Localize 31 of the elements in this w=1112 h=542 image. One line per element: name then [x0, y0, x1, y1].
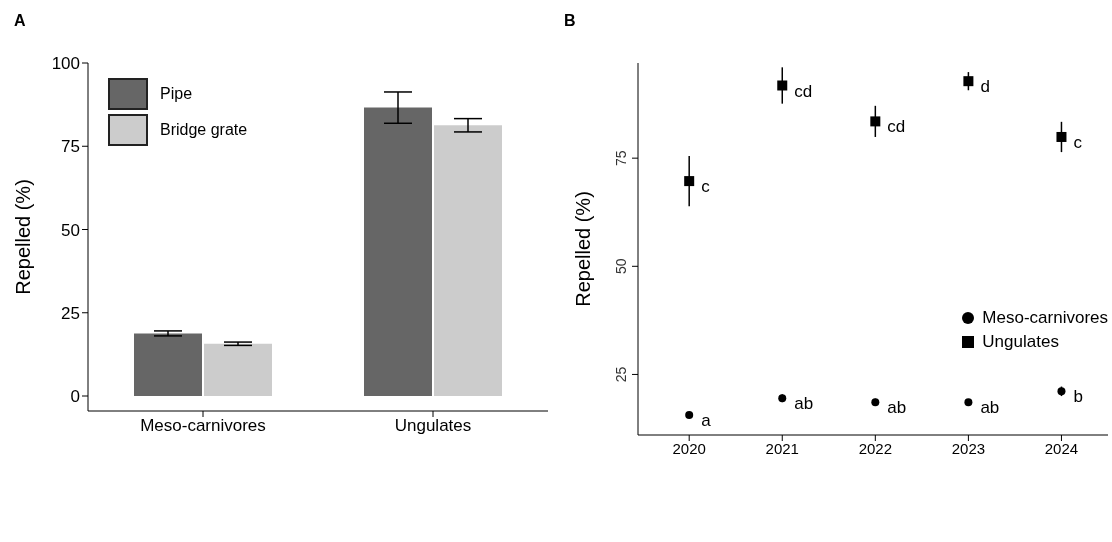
y-tick-label: 25 [613, 366, 629, 383]
y-tick-label: 25 [61, 303, 80, 323]
legend-label: Ungulates [982, 332, 1059, 352]
x-tick-label: 2020 [672, 439, 706, 457]
x-tick-label: 2022 [858, 439, 893, 457]
y-tick-label: 50 [613, 258, 629, 275]
annotation: ab [794, 394, 814, 414]
y-tick-label: 75 [613, 150, 629, 166]
annotation: cd [887, 117, 906, 137]
annotation: b [1073, 387, 1083, 407]
legend-label: Pipe [160, 85, 193, 103]
chart-title: A [14, 12, 26, 30]
annotation: ab [887, 398, 907, 418]
y-tick-label: 50 [61, 220, 80, 240]
x-tick-label: 2024 [1044, 439, 1079, 457]
annotation: c [701, 177, 711, 197]
legend-label: Bridge grate [160, 121, 248, 139]
annotation: c [1073, 133, 1083, 152]
y-tick-label: 0 [70, 387, 80, 407]
annotation: cd [794, 81, 813, 101]
y-tick-label: 75 [61, 137, 80, 157]
legend-label: Meso-carnivores [982, 308, 1108, 328]
x-tick-label: 2021 [765, 439, 799, 457]
annotation: ab [980, 398, 1000, 418]
chart-title: B [564, 12, 576, 30]
annotation: d [980, 77, 990, 97]
y-axis-title: Repelled (%) [12, 179, 35, 295]
x-tick-label: 2023 [951, 439, 986, 457]
y-tick-label: 100 [51, 54, 80, 74]
y-axis-title: Repelled (%) [572, 191, 595, 307]
annotation: a [701, 411, 712, 431]
